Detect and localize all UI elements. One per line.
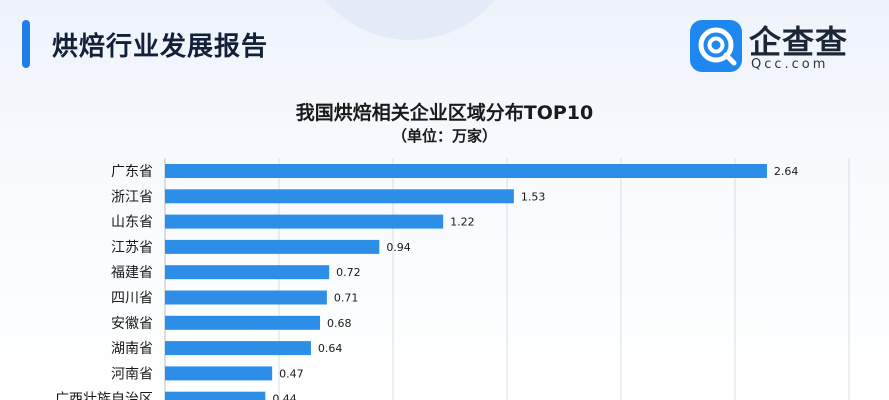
bar xyxy=(165,189,514,204)
category-label: 江苏省 xyxy=(111,240,153,256)
category-label: 河南省 xyxy=(111,366,153,382)
chart-unit: （单位：万家） xyxy=(391,127,497,145)
value-label: 0.68 xyxy=(327,317,352,330)
bar xyxy=(165,265,330,280)
value-label: 0.47 xyxy=(279,367,304,380)
bar xyxy=(165,214,444,229)
category-label: 山东省 xyxy=(111,215,153,231)
bar-chart: 广东省 2.64 浙江省 1.53 山东省 1.22 江苏省 0.94 福建省 0.72 四川省 0.… xyxy=(55,158,850,400)
value-label: 0.44 xyxy=(272,393,297,400)
chart-title: 我国烘焙相关企业区域分布TOP10 xyxy=(295,102,594,124)
bar xyxy=(165,290,327,305)
category-label: 广东省 xyxy=(111,164,153,180)
value-label: 0.71 xyxy=(334,292,359,305)
bar xyxy=(165,315,321,330)
logo-name: 企查查 xyxy=(749,23,849,61)
background-decoration xyxy=(300,0,520,40)
value-label: 0.94 xyxy=(386,241,411,254)
header-accent-bar xyxy=(22,20,30,68)
bar xyxy=(165,366,273,381)
category-label: 福建省 xyxy=(111,265,153,281)
logo-domain: Qcc.com xyxy=(751,57,829,72)
value-label: 0.72 xyxy=(336,266,361,279)
bar xyxy=(165,341,311,356)
value-label: 1.53 xyxy=(521,190,546,203)
category-label: 安徽省 xyxy=(111,316,153,332)
category-label: 浙江省 xyxy=(111,189,153,205)
value-label: 0.64 xyxy=(318,342,343,355)
category-label: 广西壮族自治区 xyxy=(55,392,153,400)
value-label: 1.22 xyxy=(450,216,475,229)
bar xyxy=(165,239,380,254)
page-title: 烘焙行业发展报告 xyxy=(52,32,269,62)
category-label: 四川省 xyxy=(111,291,153,307)
category-label: 湖南省 xyxy=(111,341,153,357)
bar xyxy=(165,164,767,178)
qcc-logo-icon xyxy=(690,20,742,72)
bar xyxy=(165,391,266,400)
value-label: 2.64 xyxy=(774,165,799,178)
